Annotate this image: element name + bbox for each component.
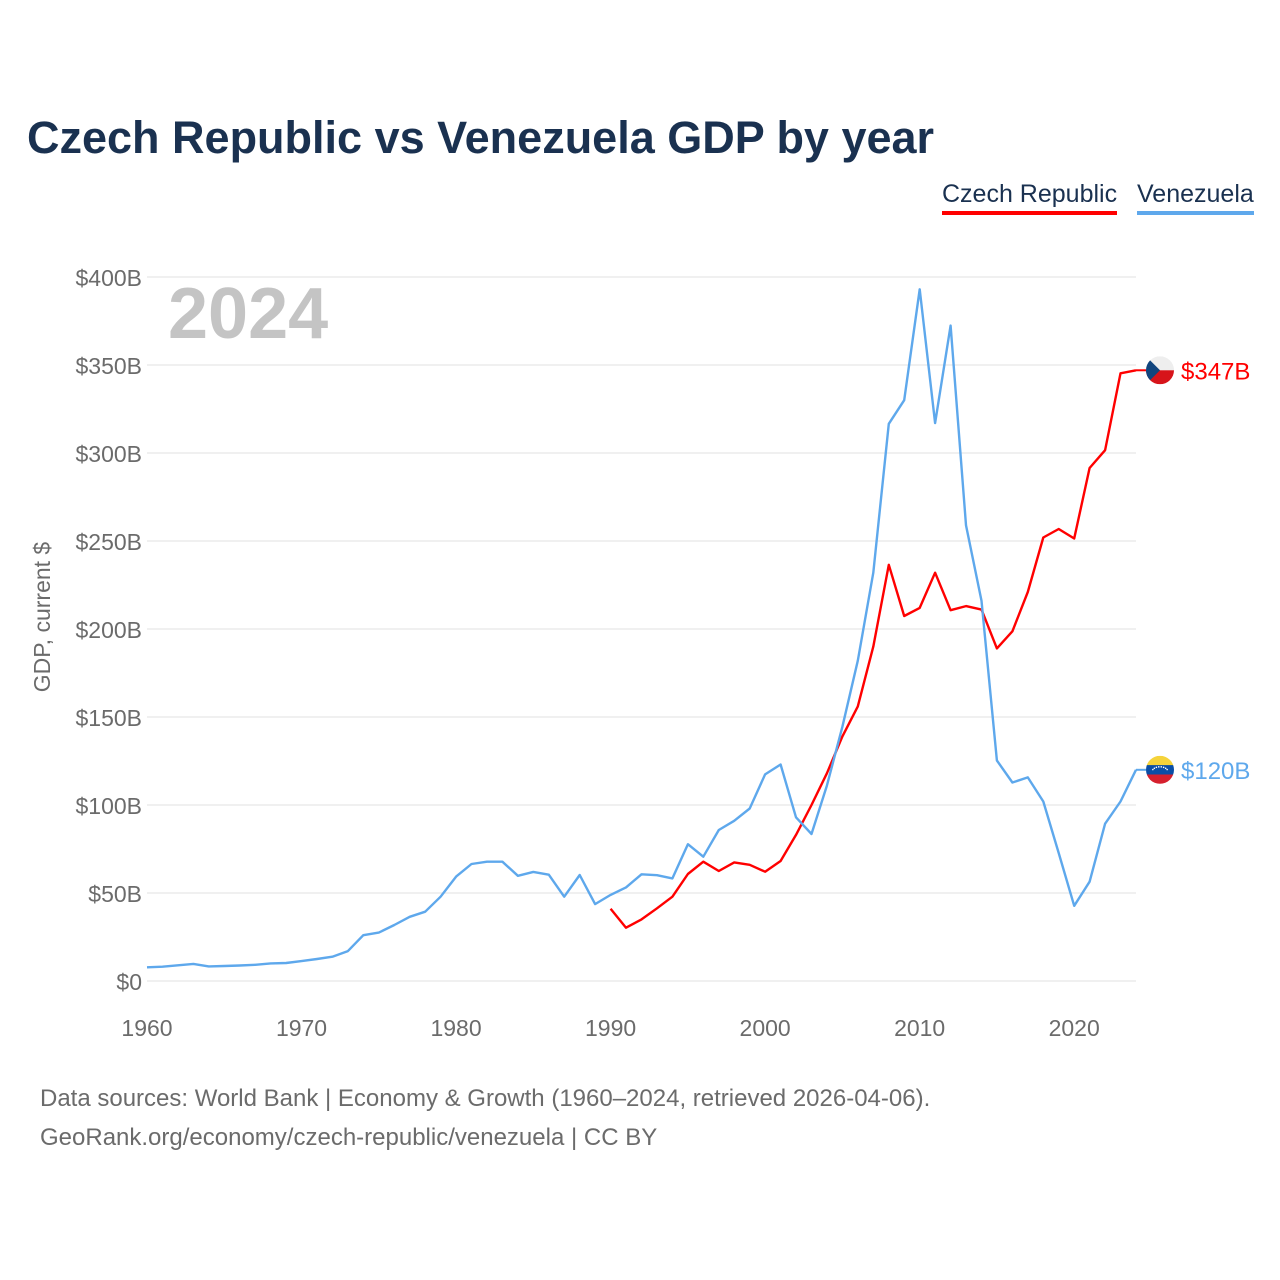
y-tick-label: $350B [75, 353, 142, 379]
x-tick-label: 2020 [1049, 1015, 1100, 1041]
series-line-czech-republic[interactable] [609, 369, 1137, 929]
venezuela-flag-icon [1146, 755, 1174, 784]
legend-item-venezuela[interactable]: Venezuela [1137, 180, 1254, 215]
end-value-label-venezuela: $120B [1181, 758, 1250, 785]
data-source-note: Data sources: World Bank | Economy & Gro… [40, 1085, 931, 1112]
x-tick-label: 2000 [740, 1015, 791, 1041]
x-axis-ticks: 1960 1970 1980 1990 2000 2010 2020 [121, 1015, 1099, 1041]
series-lines [146, 288, 1138, 969]
y-tick-label: $400B [75, 265, 142, 291]
y-tick-label: $150B [75, 705, 142, 731]
end-labels: $347B $120B [1136, 356, 1250, 785]
y-tick-label: $100B [75, 793, 142, 819]
y-axis-label: GDP, current $ [29, 542, 55, 693]
x-tick-label: 1980 [430, 1015, 481, 1041]
y-tick-label: $300B [75, 441, 142, 467]
x-tick-label: 1970 [276, 1015, 327, 1041]
x-tick-label: 1960 [121, 1015, 172, 1041]
y-tick-label: $250B [75, 529, 142, 555]
y-tick-label: $50B [88, 881, 142, 907]
czech-flag-icon [1146, 356, 1174, 385]
gridlines [147, 276, 1136, 982]
end-value-label-czech-republic: $347B [1181, 358, 1250, 385]
x-tick-label: 1990 [585, 1015, 636, 1041]
x-tick-label: 2010 [894, 1015, 945, 1041]
chart-title: Czech Republic vs Venezuela GDP by year [27, 112, 935, 163]
series-line-venezuela[interactable] [146, 288, 1138, 969]
y-axis-ticks: $0 $50B $100B $150B $200B $250B $300B $350B $400… [75, 265, 142, 995]
source-link[interactable]: GeoRank.org/economy/czech-republic/venez… [40, 1124, 658, 1151]
y-tick-label: $200B [75, 617, 142, 643]
y-tick-label: $0 [116, 969, 142, 995]
year-watermark: 2024 [168, 274, 328, 354]
legend-item-czech-republic[interactable]: Czech Republic [942, 180, 1118, 215]
